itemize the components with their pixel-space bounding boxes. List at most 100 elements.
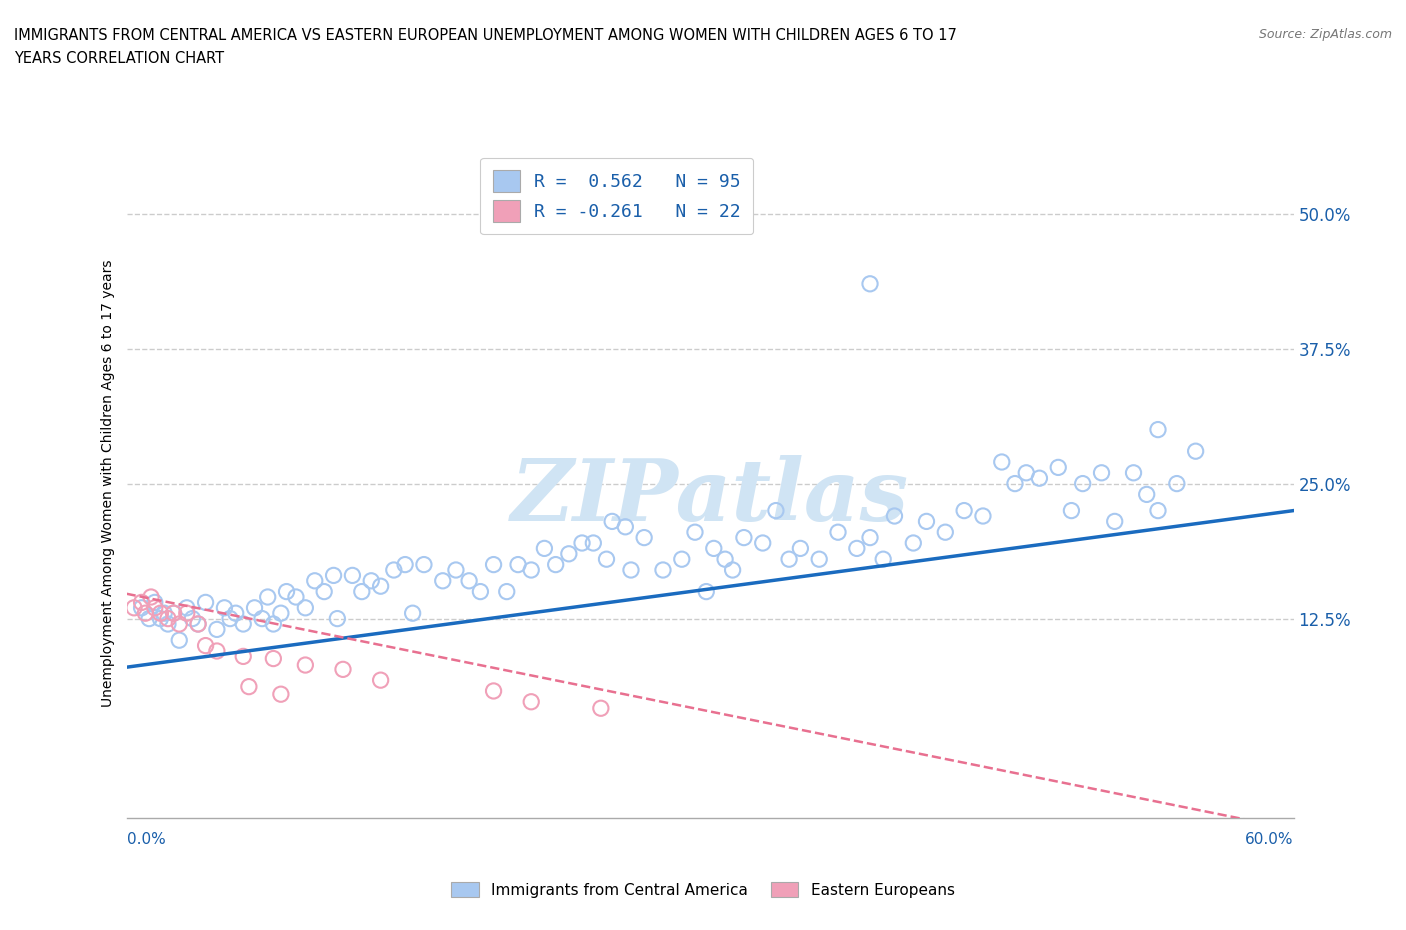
Point	[506, 557, 529, 572]
Point	[789, 541, 811, 556]
Point	[765, 503, 787, 518]
Point	[482, 684, 505, 698]
Point	[595, 551, 617, 566]
Point	[134, 605, 156, 620]
Point	[1071, 476, 1094, 491]
Point	[558, 546, 581, 561]
Point	[582, 536, 605, 551]
Point	[683, 525, 706, 539]
Legend: Immigrants from Central America, Eastern Europeans: Immigrants from Central America, Eastern…	[446, 875, 960, 904]
Point	[1122, 465, 1144, 480]
Point	[614, 519, 637, 534]
Point	[432, 574, 454, 589]
Point	[162, 605, 184, 620]
Text: ZIPatlas: ZIPatlas	[510, 456, 910, 538]
Point	[143, 595, 166, 610]
Point	[294, 601, 316, 616]
Point	[270, 686, 292, 701]
Point	[991, 455, 1014, 470]
Point	[149, 611, 172, 626]
Point	[600, 514, 623, 529]
Point	[143, 601, 166, 616]
Point	[671, 551, 693, 566]
Point	[394, 557, 416, 572]
Point	[859, 530, 882, 545]
Point	[703, 541, 725, 556]
Point	[1147, 503, 1170, 518]
Point	[294, 658, 316, 672]
Point	[382, 563, 405, 578]
Text: Source: ZipAtlas.com: Source: ZipAtlas.com	[1258, 28, 1392, 41]
Point	[276, 584, 298, 599]
Point	[256, 590, 278, 604]
Point	[131, 595, 153, 610]
Point	[1090, 465, 1112, 480]
Point	[458, 574, 481, 589]
Point	[872, 551, 894, 566]
Point	[1136, 487, 1159, 502]
Point	[1166, 476, 1188, 491]
Point	[360, 574, 382, 589]
Point	[176, 605, 198, 620]
Point	[544, 557, 567, 572]
Point	[167, 632, 190, 647]
Point	[778, 551, 800, 566]
Point	[219, 611, 242, 626]
Point	[262, 617, 284, 631]
Point	[903, 536, 925, 551]
Point	[194, 638, 217, 653]
Point	[633, 530, 655, 545]
Point	[322, 568, 344, 583]
Point	[232, 617, 254, 631]
Point	[695, 584, 717, 599]
Text: 0.0%: 0.0%	[127, 832, 166, 847]
Point	[845, 541, 868, 556]
Point	[176, 601, 198, 616]
Point	[284, 590, 307, 604]
Point	[1147, 422, 1170, 437]
Point	[401, 605, 423, 620]
Text: YEARS CORRELATION CHART: YEARS CORRELATION CHART	[14, 51, 224, 66]
Point	[827, 525, 849, 539]
Point	[342, 568, 364, 583]
Point	[883, 509, 905, 524]
Y-axis label: Unemployment Among Women with Children Ages 6 to 17 years: Unemployment Among Women with Children A…	[101, 259, 115, 708]
Point	[122, 601, 145, 616]
Point	[589, 701, 612, 716]
Point	[652, 563, 675, 578]
Point	[225, 605, 247, 620]
Point	[714, 551, 737, 566]
Point	[620, 563, 643, 578]
Point	[495, 584, 517, 599]
Point	[138, 611, 160, 626]
Legend: R =  0.562   N = 95, R = -0.261   N = 22: R = 0.562 N = 95, R = -0.261 N = 22	[479, 158, 754, 234]
Point	[232, 649, 254, 664]
Point	[1047, 460, 1070, 475]
Point	[370, 672, 392, 687]
Point	[187, 617, 209, 631]
Point	[859, 276, 882, 291]
Point	[733, 530, 755, 545]
Point	[314, 584, 336, 599]
Point	[205, 644, 228, 658]
Point	[181, 611, 204, 626]
Point	[156, 611, 179, 626]
Point	[162, 605, 184, 620]
Point	[444, 563, 467, 578]
Point	[139, 590, 162, 604]
Point	[131, 601, 153, 616]
Point	[1004, 476, 1026, 491]
Point	[934, 525, 956, 539]
Point	[332, 662, 354, 677]
Point	[326, 611, 349, 626]
Point	[370, 578, 392, 593]
Point	[721, 563, 744, 578]
Point	[915, 514, 938, 529]
Point	[262, 651, 284, 666]
Point	[470, 584, 492, 599]
Point	[1184, 444, 1206, 458]
Point	[482, 557, 505, 572]
Point	[187, 617, 209, 631]
Point	[304, 574, 326, 589]
Point	[751, 536, 773, 551]
